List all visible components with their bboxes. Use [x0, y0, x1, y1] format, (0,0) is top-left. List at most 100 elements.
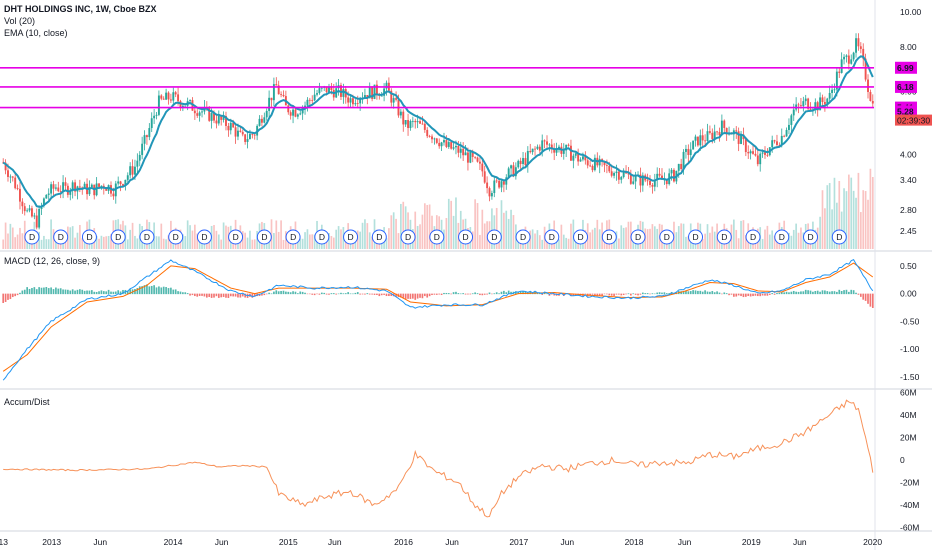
- macd-histogram-bar: [220, 293, 223, 298]
- volume-bar: [253, 239, 256, 249]
- candle-body: [689, 149, 692, 155]
- candle-body: [787, 124, 790, 130]
- macd-histogram-bar: [129, 289, 132, 295]
- candle-body: [351, 98, 354, 105]
- macd-histogram-bar: [244, 293, 246, 298]
- price-tick-label: 4.00: [900, 150, 917, 160]
- candle-body: [649, 180, 651, 185]
- macd-histogram-bar: [215, 293, 218, 297]
- macd-histogram-bar: [182, 292, 184, 295]
- macd-histogram-bar: [428, 293, 431, 297]
- macd-histogram-bar: [184, 292, 187, 295]
- volume-bar: [392, 212, 395, 249]
- macd-histogram-bar: [90, 290, 93, 295]
- macd-histogram-bar: [493, 293, 496, 295]
- volume-label: Vol (20): [4, 16, 36, 26]
- volume-bar: [871, 177, 874, 249]
- candle-body: [641, 175, 644, 186]
- volume-bar: [45, 239, 48, 249]
- candle-body: [112, 193, 115, 197]
- candle-body: [301, 107, 304, 114]
- candle-body: [411, 120, 414, 122]
- macd-histogram-bar: [50, 287, 52, 295]
- candle-body: [756, 155, 759, 165]
- candle-body: [363, 95, 366, 98]
- volume-bar: [800, 227, 802, 249]
- volume-bar: [313, 234, 316, 249]
- candle-body: [9, 176, 12, 178]
- candle-body: [682, 151, 685, 169]
- macd-histogram-bar: [138, 286, 141, 295]
- candle-body: [19, 188, 21, 202]
- macd-histogram-bar: [625, 293, 627, 295]
- macd-histogram-bar: [335, 293, 338, 295]
- candle-body: [260, 118, 263, 123]
- volume-bar: [565, 237, 568, 249]
- candle-body: [665, 179, 668, 185]
- candle-body: [227, 125, 230, 131]
- candle-body: [169, 99, 172, 101]
- macd-histogram-bar: [277, 291, 280, 295]
- candle-body: [124, 179, 127, 186]
- macd-histogram-bar: [469, 293, 472, 295]
- candle-body: [701, 135, 704, 141]
- macd-histogram-bar: [776, 293, 778, 295]
- volume-bar: [220, 239, 223, 249]
- dividend-marker: [745, 229, 761, 245]
- dividend-marker: [716, 229, 732, 245]
- volume-bar: [368, 232, 371, 249]
- macd-histogram-bar: [280, 291, 282, 295]
- candle-body: [325, 86, 328, 92]
- volume-bar: [850, 177, 853, 249]
- macd-histogram-bar: [795, 291, 797, 295]
- macd-histogram-bar: [110, 291, 112, 295]
- volume-bar: [512, 215, 515, 249]
- candle-body: [21, 201, 24, 207]
- volume-bar: [81, 238, 84, 249]
- macd-histogram-bar: [498, 293, 500, 295]
- dividend-marker-label: D: [86, 232, 92, 242]
- volume-bar: [421, 214, 424, 249]
- candle-body: [282, 94, 285, 97]
- macd-histogram-bar: [606, 293, 608, 295]
- time-axis-label: Jun: [215, 537, 229, 547]
- volume-bar: [208, 238, 211, 249]
- macd-histogram-bar: [871, 293, 874, 308]
- macd-histogram-bar: [730, 293, 733, 295]
- macd-histogram-bar: [388, 293, 390, 297]
- macd-histogram-bar: [414, 293, 417, 300]
- macd-histogram-bar: [744, 293, 747, 297]
- macd-histogram-bar: [431, 293, 433, 296]
- macd-histogram-bar: [733, 293, 735, 297]
- volume-bar: [737, 238, 740, 249]
- macd-histogram-bar: [747, 293, 750, 297]
- ad-tick-label: -60M: [900, 523, 919, 533]
- macd-histogram-bar: [239, 293, 242, 298]
- macd-histogram-bar: [862, 293, 865, 300]
- candle-body: [478, 161, 481, 164]
- candle-body: [258, 118, 261, 126]
- candle-body: [720, 120, 723, 136]
- volume-bar: [311, 234, 314, 249]
- candle-body: [857, 38, 860, 47]
- macd-histogram-bar: [814, 291, 817, 295]
- macd-histogram-bar: [9, 293, 12, 300]
- volume-bar: [572, 219, 575, 249]
- candle-body: [270, 97, 273, 101]
- candle-body: [426, 129, 429, 137]
- volume-bar: [165, 239, 167, 249]
- candle-body: [59, 191, 62, 192]
- macd-histogram-bar: [443, 292, 445, 295]
- dividend-marker: [659, 229, 675, 245]
- volume-bar: [184, 236, 187, 249]
- volume-bar: [186, 220, 189, 249]
- macd-histogram-bar: [273, 291, 275, 295]
- candle-body: [565, 144, 568, 151]
- macd-histogram-bar: [40, 287, 43, 295]
- macd-histogram-bar: [560, 293, 563, 295]
- volume-bar: [304, 232, 306, 249]
- volume-bar: [821, 190, 824, 249]
- candle-body: [225, 116, 227, 126]
- volume-bar: [402, 201, 405, 249]
